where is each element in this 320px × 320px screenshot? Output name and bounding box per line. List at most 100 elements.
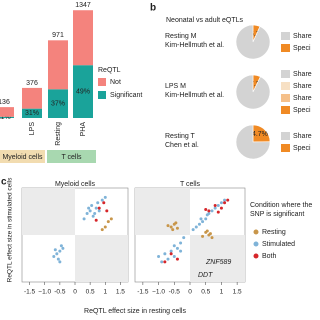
point [55, 252, 59, 256]
x-tick-label: 0.5 [201, 289, 210, 296]
point [171, 228, 175, 232]
x-tick-label: 1 [220, 289, 224, 296]
point [87, 206, 91, 210]
point [93, 212, 97, 216]
point [194, 225, 198, 229]
quadrant [190, 235, 245, 282]
percent-label: 11% [0, 114, 11, 121]
group-band [47, 150, 96, 163]
point [210, 209, 214, 213]
legend-label: Share [293, 133, 312, 140]
point [58, 260, 62, 264]
x-tick-label: 0 [188, 289, 192, 296]
legend-swatch [281, 132, 290, 140]
legend-marker [253, 229, 259, 235]
point [100, 198, 104, 202]
panel-title: T cells [180, 181, 201, 188]
point [204, 207, 208, 211]
point [109, 217, 113, 221]
quadrant [135, 188, 190, 235]
pie-label: Resting T [165, 133, 196, 140]
pie-value-label: 24.7% [248, 131, 268, 138]
point [96, 201, 100, 205]
percent-label: 37% [51, 100, 65, 107]
point [201, 220, 205, 224]
point [205, 229, 209, 233]
quadrant [22, 188, 75, 235]
point [169, 252, 173, 256]
point [175, 226, 179, 230]
legend-title: ReQTL [98, 67, 121, 74]
x-tick-label: -1.5 [137, 289, 149, 296]
point [169, 249, 173, 253]
pie-label: Kim-Hellmuth et al. [165, 92, 224, 99]
point [213, 206, 217, 210]
pie-slice [235, 124, 271, 160]
legend-label: Share [293, 33, 312, 40]
x-tick-label: Resting [55, 122, 62, 146]
point [216, 203, 220, 207]
point [91, 214, 95, 218]
legend-swatch [281, 70, 290, 78]
point [169, 225, 173, 229]
annotation: ZNF589 [205, 259, 231, 266]
x-tick-label: PHA [80, 122, 87, 137]
bar-segment [22, 87, 42, 109]
point [106, 220, 110, 224]
point [100, 228, 104, 232]
bar-segment [22, 108, 42, 118]
legend-swatch [281, 94, 290, 102]
point [97, 209, 101, 213]
point [199, 217, 203, 221]
point [103, 195, 107, 199]
pie-slice [235, 74, 271, 110]
point [207, 209, 211, 213]
legend-label: Share [293, 71, 312, 78]
point [204, 217, 208, 221]
point [85, 212, 89, 216]
bar-segment [0, 107, 14, 117]
point [52, 254, 56, 258]
point [219, 201, 223, 205]
point [97, 206, 101, 210]
total-label: 971 [52, 32, 64, 39]
legend-label: Significant [110, 92, 142, 99]
percent-label: 49% [76, 88, 90, 95]
pie-slice [235, 24, 271, 60]
pie-label: Kim-Hellmuth et al. [165, 42, 224, 49]
point [172, 244, 176, 248]
group-label: T cells [61, 154, 82, 161]
point [226, 198, 230, 202]
legend-title: SNP is significant [250, 211, 304, 218]
point [88, 209, 92, 213]
point [61, 246, 65, 250]
x-tick-label: 0.5 [86, 289, 95, 296]
point [174, 221, 178, 225]
legend-label: Speci [293, 45, 311, 52]
point [59, 244, 63, 248]
point [163, 260, 167, 264]
y-axis-label: ReQTL effect size in stimulated cells [7, 177, 14, 283]
bar-segment [73, 10, 93, 66]
point [53, 248, 57, 252]
pie-label: LPS M [165, 83, 186, 90]
x-tick-label: -0.5 [54, 289, 66, 296]
percent-label: 31% [25, 110, 39, 117]
legend-label: Stimulated [262, 241, 295, 248]
x-tick-label: 1.5 [116, 289, 125, 296]
point [166, 257, 170, 261]
point [82, 217, 86, 221]
panel-label: b [150, 3, 156, 14]
point [179, 249, 183, 253]
point [172, 254, 176, 258]
point [90, 203, 94, 207]
legend-label: Share [293, 83, 312, 90]
legend-swatch [281, 144, 290, 152]
point [175, 257, 179, 261]
point [103, 225, 107, 229]
x-tick-label: LPS [29, 122, 36, 136]
legend-label: Share [293, 95, 312, 102]
point [94, 218, 98, 222]
point [216, 210, 220, 214]
bar-segment [73, 65, 93, 118]
